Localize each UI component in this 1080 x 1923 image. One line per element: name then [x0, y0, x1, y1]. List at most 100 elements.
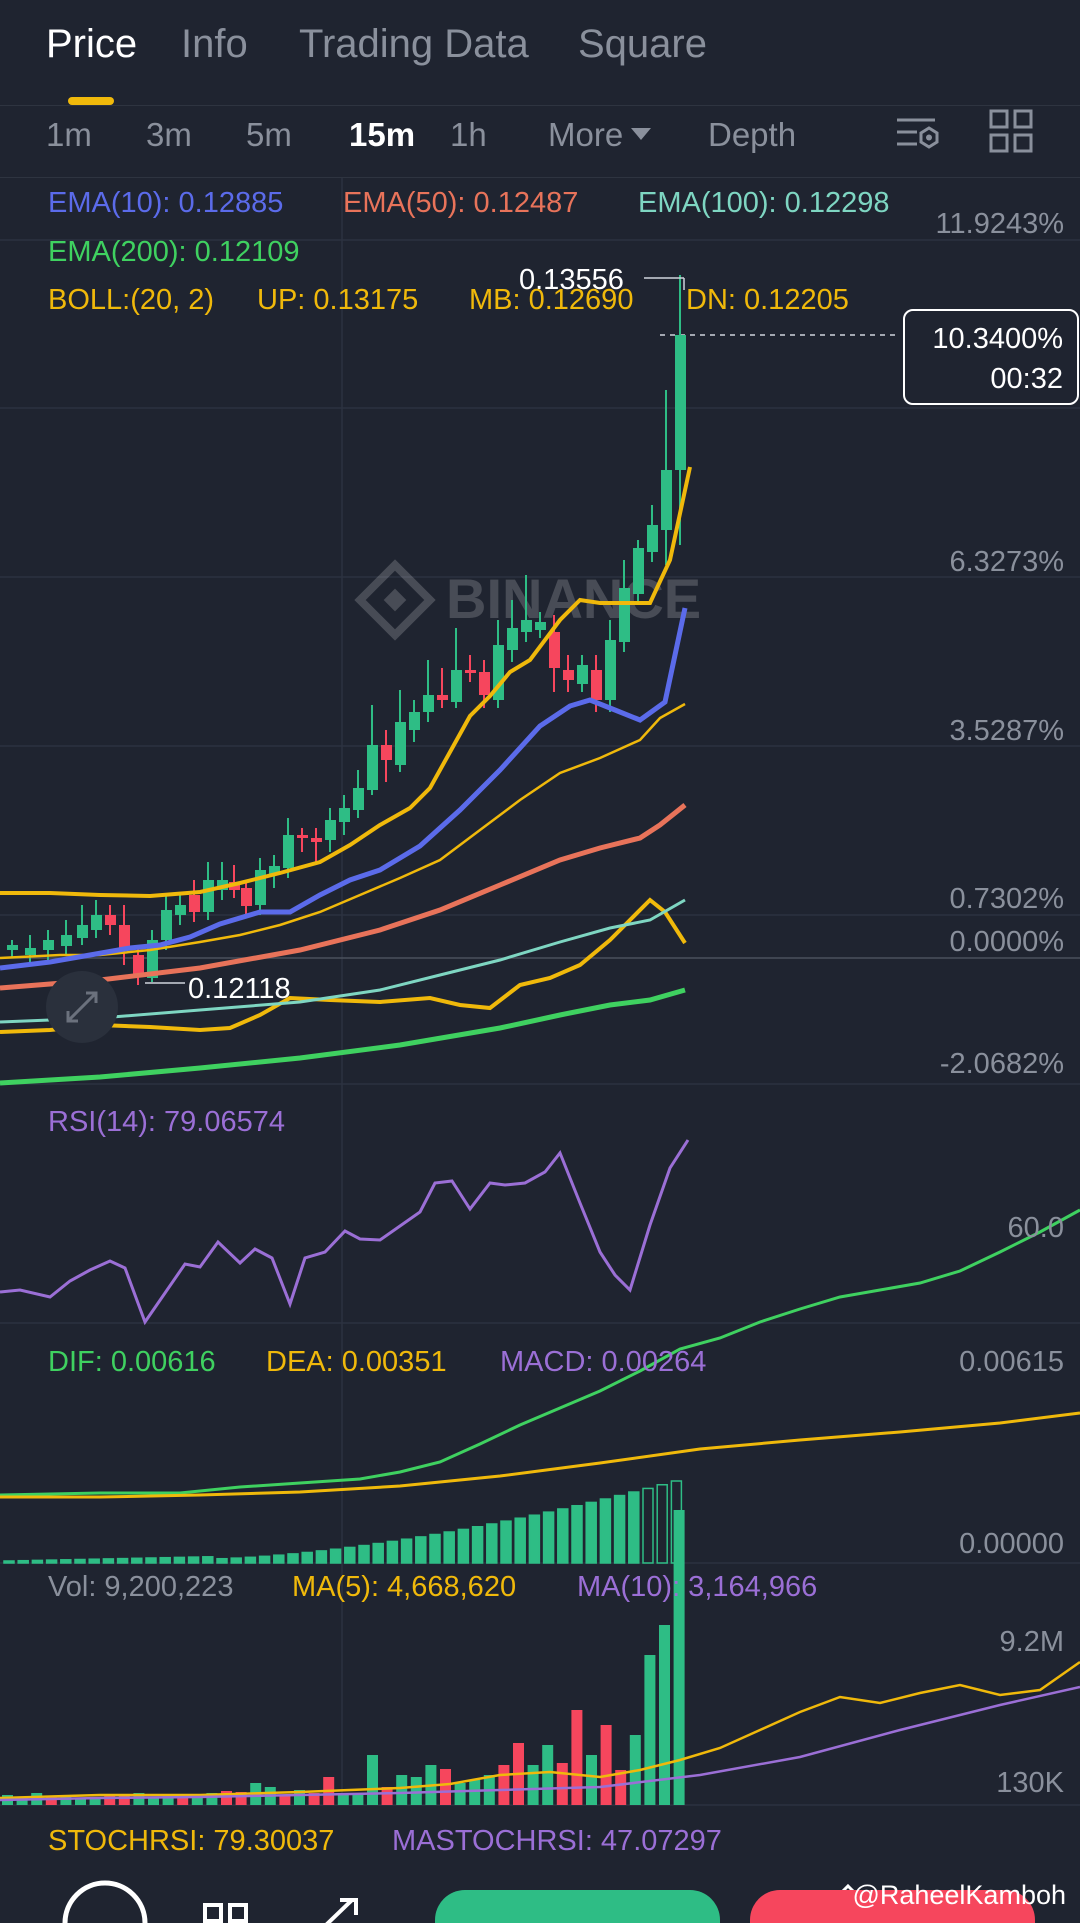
- tab-price[interactable]: Price: [46, 22, 138, 66]
- tab-info[interactable]: Info: [181, 22, 248, 66]
- mastochrsi-legend: MASTOCHRSI: 47.07297: [392, 1825, 722, 1857]
- volume-bar: [16, 1797, 28, 1805]
- low-price-label: 0.12118: [188, 973, 291, 1005]
- volume-bar: [556, 1763, 568, 1805]
- current-price-badge[interactable]: 10.3400% 00:32: [903, 309, 1079, 405]
- macd-bar: [528, 1514, 541, 1564]
- sell-button[interactable]: [750, 1890, 1035, 1923]
- macd-bar: [258, 1555, 271, 1564]
- candle-body: [339, 808, 350, 822]
- candle-body: [91, 915, 102, 930]
- vol-legend: Vol: 9,200,223: [48, 1571, 234, 1603]
- macd-bar: [585, 1501, 597, 1564]
- volume-bar: [221, 1791, 232, 1805]
- volume-bar: [337, 1795, 349, 1805]
- interval-1h[interactable]: 1h: [450, 116, 487, 153]
- macd-bar: [287, 1553, 299, 1564]
- macd-bar: [471, 1526, 484, 1564]
- macd-bar: [500, 1520, 512, 1564]
- boll-dn-legend: DN: 0.12205: [686, 284, 849, 316]
- macd-bar: [557, 1508, 569, 1564]
- candle-body: [119, 925, 130, 950]
- macd-bar: [3, 1560, 15, 1564]
- vol-ma5-line: [0, 1660, 1080, 1800]
- expand-icon[interactable]: [46, 971, 118, 1043]
- volume-bar: [381, 1787, 393, 1805]
- candle-body: [577, 665, 588, 684]
- ema200-line: [0, 987, 686, 1086]
- interval-1m[interactable]: 1m: [46, 116, 92, 153]
- macd-bar: [344, 1546, 356, 1564]
- candle-body: [61, 935, 72, 946]
- interval-3m[interactable]: 3m: [146, 116, 192, 153]
- axis-label: 11.9243%: [935, 208, 1064, 240]
- dea-legend: DEA: 0.00351: [266, 1346, 447, 1378]
- volume-bar: [104, 1795, 116, 1805]
- volume-bar: [440, 1769, 451, 1805]
- depth-button[interactable]: Depth: [708, 116, 797, 153]
- active-tab-indicator: [68, 97, 114, 105]
- dea-line: [0, 1411, 1080, 1499]
- candle-body: [297, 835, 308, 838]
- macd-bar: [116, 1557, 129, 1564]
- volume-bar: [133, 1793, 145, 1805]
- interval-5m[interactable]: 5m: [246, 116, 292, 153]
- candle-body: [591, 670, 602, 700]
- share-icon[interactable]: [325, 1898, 358, 1923]
- macd-bar: [415, 1536, 427, 1564]
- candle-body: [255, 870, 266, 905]
- volume-bar: [294, 1790, 305, 1805]
- macd-bar: [131, 1557, 143, 1564]
- dif-legend: DIF: 0.00616: [48, 1346, 216, 1378]
- candle-body: [479, 672, 490, 695]
- buy-button[interactable]: [435, 1890, 720, 1923]
- macd-bar: [329, 1548, 342, 1564]
- candle-body: [353, 788, 364, 810]
- macd-bar: [642, 1487, 654, 1564]
- volume-bar: [396, 1775, 408, 1805]
- candle-body: [465, 670, 476, 673]
- macd-bar: [45, 1559, 58, 1564]
- volume-bar: [673, 1510, 685, 1805]
- chart-settings-icon[interactable]: [895, 110, 941, 156]
- interval-15m[interactable]: 15m: [349, 116, 416, 153]
- volume-bar: [469, 1780, 481, 1805]
- volume-bar: [118, 1796, 130, 1805]
- macd-bar: [571, 1504, 583, 1564]
- more-circle-icon[interactable]: [62, 1880, 148, 1923]
- boll-mb-legend: MB: 0.12690: [469, 284, 634, 316]
- candle-body: [521, 620, 532, 632]
- layout-grid-icon[interactable]: [989, 109, 1033, 153]
- candle-body: [147, 940, 158, 978]
- candle-body: [661, 470, 672, 530]
- candle-body: [647, 525, 658, 552]
- grid-plus-icon[interactable]: [203, 1903, 248, 1923]
- candle-body: [161, 910, 172, 940]
- tab-trading-data[interactable]: Trading Data: [299, 22, 529, 66]
- volume-bar: [410, 1777, 422, 1805]
- volume-bar: [191, 1795, 203, 1805]
- macd-bar: [88, 1558, 100, 1564]
- axis-label: 6.3273%: [949, 546, 1065, 578]
- more-dropdown[interactable]: More: [548, 116, 652, 154]
- macd-bar: [628, 1491, 640, 1564]
- volume-bar: [542, 1745, 554, 1805]
- tab-square[interactable]: Square: [578, 22, 707, 66]
- volume-bar: [615, 1770, 627, 1805]
- macd-bar: [273, 1554, 285, 1564]
- macd-bar: [400, 1538, 413, 1564]
- candle-body: [619, 588, 630, 642]
- vol-ma10-line: [0, 1685, 1080, 1802]
- macd-bar: [173, 1556, 186, 1564]
- ema10-line: [0, 607, 688, 971]
- macd-axis-bottom: 0.00000: [959, 1528, 1064, 1560]
- candle-body: [381, 745, 392, 760]
- volume-bar: [308, 1793, 320, 1805]
- candle-countdown: 00:32: [990, 363, 1063, 395]
- volume-bar: [498, 1765, 510, 1805]
- macd-bar: [514, 1517, 526, 1564]
- candle-body: [25, 948, 36, 955]
- rsi-legend: RSI(14): 79.06574: [48, 1106, 285, 1138]
- axis-label: 0.7302%: [949, 883, 1065, 915]
